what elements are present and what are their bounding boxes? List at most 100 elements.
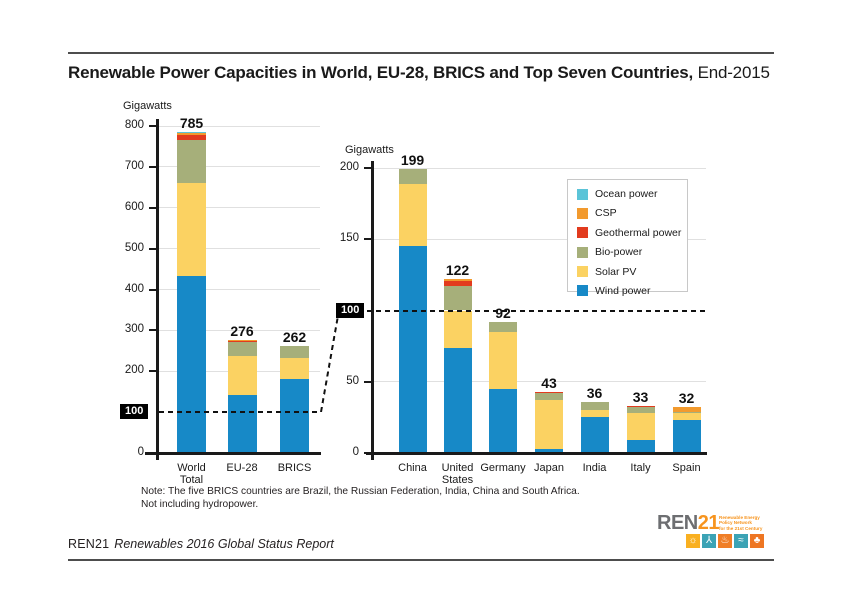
bar-segment-bio-power [580,401,609,411]
legend-label: Bio-power [595,246,643,259]
ren21-tagline-line-2: Policy Network [719,520,752,526]
gridline [374,381,706,383]
x-category-label: States [441,474,474,486]
ren21-logo-text-orange: 21 [697,512,720,534]
bar-segment-wind-power [227,394,257,453]
y-tick-label: 700 [124,159,144,172]
legend-item-csp: CSP [577,207,687,219]
bar-segment-wind-power [535,448,563,453]
bar-segment-csp [443,279,472,281]
y-axis [156,119,159,460]
bar-segment-solar-pv [672,413,701,421]
legend-label: Geothermal power [595,226,682,239]
bar-segment-solar-pv [280,357,309,379]
legend-swatch-geothermal-power [577,227,588,239]
bar-total-label: 32 [678,390,695,407]
x-category-label: United [441,462,474,474]
y-tick [364,167,371,169]
legend-item-wind-power: Wind power [577,285,687,297]
y-tick [149,452,156,454]
ren21-logo-tagline: Renewable Energy Policy Network for the … [719,515,762,531]
footer-brand: REN21 [68,537,110,551]
bar-total-label: 199 [400,152,425,169]
bar-total-label: 785 [179,115,204,132]
right-chart-unit-label: Gigawatts [345,144,394,156]
y-tick [149,165,156,168]
bar-segment-csp [672,407,701,412]
bar-segment-solar-pv [580,410,609,418]
bar-segment-wind-power [177,276,206,453]
sun-icon: ☼ [686,534,700,548]
gridline [159,289,320,290]
reference-line-100-right [367,310,707,312]
bar-segment-csp [177,132,206,135]
bar-segment-geothermal-power [177,134,206,140]
y-tick [149,329,156,332]
bar-segment-bio-power [672,411,701,414]
bar-segment-solar-pv [489,331,517,389]
bar-segment-bio-power [535,393,563,401]
legend-item-ocean-power: Ocean power [577,188,687,200]
reference-badge-100-left: 100 [120,404,149,419]
legend-item-bio-power: Bio-power [577,246,687,258]
x-axis [145,452,321,455]
y-tick-label: 400 [124,282,144,295]
bar-total-label: 36 [586,384,603,401]
y-tick-label: 50 [346,374,359,387]
footer: REN21 Renewables 2016 Global Status Repor… [68,537,334,551]
page-title: Renewable Power Capacities in World, EU-… [68,63,828,83]
gridline [159,248,320,250]
legend-label: Solar PV [595,265,637,278]
gridline [159,166,320,168]
y-tick-label: 200 [339,161,359,173]
bar-total-label: 33 [632,388,649,405]
reference-line-100-left [159,411,321,413]
note-line-1: Note: The five BRICS countries are Brazi… [141,486,580,497]
y-tick-label: 150 [339,232,359,245]
x-axis [366,452,707,455]
reference-badge-100-right: 100 [336,303,365,318]
x-category-label: World [177,462,206,474]
y-tick [149,206,156,209]
y-tick [149,125,156,127]
top-rule [68,52,774,54]
leaf-icon: ♣ [750,534,764,548]
y-tick [364,380,371,383]
bar-segment-solar-pv [443,310,472,348]
footer-report-title: Renewables 2016 Global Status Report [114,537,334,551]
ren21-logo: REN21 [657,512,719,535]
bar-segment-bio-power [177,139,206,184]
bar-total-label: 276 [230,323,254,340]
y-tick-label: 800 [124,119,144,131]
page-title-date: End-2015 [697,63,770,82]
legend-label: CSP [595,207,617,220]
bar-segment-solar-pv [626,413,655,441]
legend-label: Ocean power [595,188,658,200]
bar-segment-bio-power [398,169,427,184]
gridline [374,167,706,169]
legend-swatch-ocean-power [577,188,588,200]
bar-total-label: 122 [445,262,470,279]
y-tick [364,238,371,241]
bar-segment-bio-power [489,321,517,332]
bottom-rule [68,559,774,561]
bar-segment-csp [227,340,257,341]
x-category-label: China [398,462,427,474]
gridline [159,207,320,209]
bar-segment-geothermal-power [227,341,257,342]
x-category-label: Spain [672,462,701,474]
legend-swatch-wind-power [577,285,588,297]
y-tick-label: 500 [124,241,144,254]
gridline [159,329,320,331]
x-category-label: India [582,462,607,474]
bar-segment-geothermal-power [535,391,563,394]
bar-segment-solar-pv [177,183,206,276]
x-category-label: Germany [480,462,526,474]
bar-segment-wind-power [280,378,309,453]
bar-segment-wind-power [443,347,472,453]
bar-segment-geothermal-power [443,280,472,287]
note-line-2: Not including hydropower. [141,498,259,510]
page-title-bold: Renewable Power Capacities in World, EU-… [68,63,694,82]
